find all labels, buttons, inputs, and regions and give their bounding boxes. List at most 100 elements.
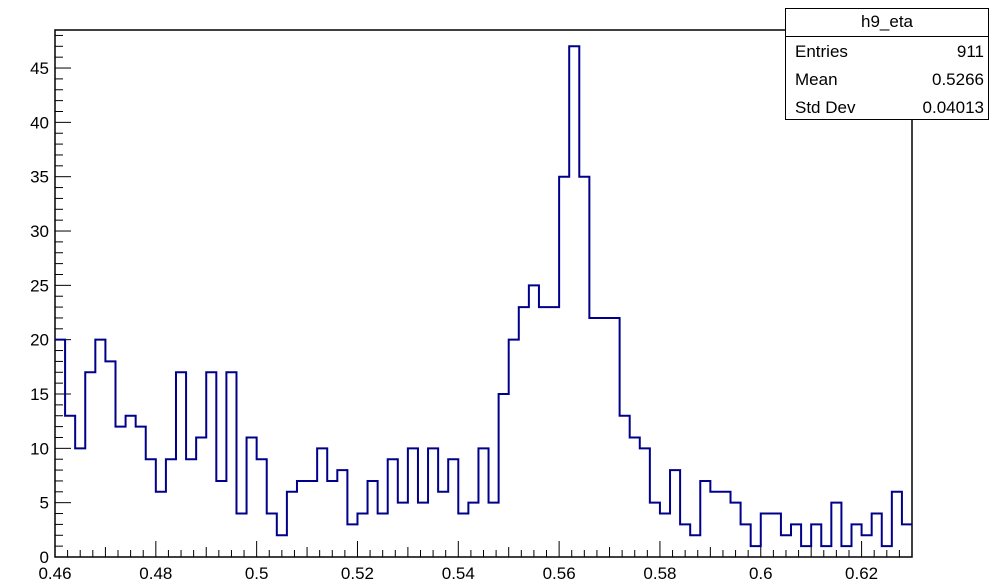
- x-tick-label: 0.48: [139, 564, 172, 582]
- histogram-bin: [690, 535, 700, 557]
- histogram-bin: [236, 514, 246, 557]
- y-tick-label: 45: [30, 59, 49, 78]
- histogram-bin: [478, 448, 488, 557]
- y-tick-label: 20: [30, 331, 49, 350]
- stats-box: h9_eta Entries 911 Mean 0.5266 Std Dev 0…: [785, 8, 989, 120]
- histogram-bin: [226, 372, 236, 557]
- x-tick-label: 0.56: [543, 564, 576, 582]
- y-tick-label: 10: [30, 439, 49, 458]
- histogram-bin: [95, 340, 105, 557]
- histogram-bin: [670, 470, 680, 557]
- histogram-bin: [710, 492, 720, 557]
- histogram-bin: [357, 514, 367, 557]
- histogram-bin: [720, 492, 730, 557]
- x-tick-label: 0.54: [442, 564, 475, 582]
- histogram-bin: [791, 524, 801, 557]
- histogram-bin: [297, 481, 307, 557]
- histogram-bin: [368, 481, 378, 557]
- x-tick-label: 0.5: [245, 564, 269, 582]
- y-tick-label: 15: [30, 385, 49, 404]
- y-tick-label: 35: [30, 168, 49, 187]
- histogram-bin: [126, 416, 136, 557]
- stats-row-entries: Entries 911: [786, 37, 988, 65]
- histogram-bin: [65, 416, 75, 557]
- histogram-bin: [468, 503, 478, 557]
- histogram-bin: [731, 503, 741, 557]
- histogram-bin: [55, 340, 65, 557]
- histogram-bin: [196, 437, 206, 557]
- histogram-bin: [539, 307, 549, 557]
- histogram-bin: [247, 437, 257, 557]
- histogram-bin: [599, 318, 609, 557]
- histogram-outline: [55, 45, 912, 548]
- axis-ticks: [54, 34, 913, 558]
- histogram-bin: [650, 503, 660, 557]
- histogram-bin: [892, 492, 902, 557]
- x-tick-label: 0.58: [643, 564, 676, 582]
- y-tick-label: 5: [40, 494, 49, 513]
- histogram-bin: [862, 535, 872, 557]
- x-tick-label: 0.62: [845, 564, 878, 582]
- histogram-bin: [630, 437, 640, 557]
- stats-row-mean: Mean 0.5266: [786, 65, 988, 93]
- histogram-bin: [388, 459, 398, 557]
- histogram-bin: [529, 285, 539, 557]
- histogram-bin: [841, 546, 851, 557]
- histogram-bin: [852, 524, 862, 557]
- stats-value-stddev: 0.04013: [922, 98, 984, 117]
- histogram-bin: [579, 177, 589, 557]
- histogram-bin: [610, 318, 620, 557]
- stats-value-mean: 0.5266: [932, 70, 984, 89]
- histogram-bin: [509, 340, 519, 557]
- histogram-bin: [257, 459, 267, 557]
- histogram-bin: [287, 492, 297, 557]
- stats-label-mean: Mean: [795, 70, 838, 89]
- x-tick-label: 0.6: [749, 564, 773, 582]
- histogram-bin: [489, 503, 499, 557]
- y-tick-label: 40: [30, 113, 49, 132]
- y-tick-label: 0: [40, 548, 49, 567]
- x-tick-label: 0.46: [38, 564, 71, 582]
- y-tick-label: 25: [30, 276, 49, 295]
- histogram-bin: [206, 372, 216, 557]
- histogram-bin: [136, 427, 146, 557]
- histogram-bin: [519, 307, 529, 557]
- histogram-bin: [156, 492, 166, 557]
- histogram-bin: [680, 524, 690, 557]
- histogram-bin: [418, 503, 428, 557]
- histogram-bin: [761, 514, 771, 557]
- histogram-bin: [448, 459, 458, 557]
- histogram-bin: [146, 459, 156, 557]
- histogram-bin: [166, 459, 176, 557]
- histogram-bin: [549, 307, 559, 557]
- histogram-bin: [186, 459, 196, 557]
- histogram-bin: [347, 524, 357, 557]
- histogram-bin: [781, 535, 791, 557]
- histogram-bin: [620, 416, 630, 557]
- histogram-bin: [569, 46, 579, 557]
- stats-value-entries: 911: [956, 42, 984, 61]
- histogram-bin: [458, 514, 468, 557]
- histogram-bin: [216, 481, 226, 557]
- histogram-bin: [277, 535, 287, 557]
- histogram-bin: [327, 481, 337, 557]
- histogram-bin: [771, 514, 781, 557]
- histogram-bin: [821, 546, 831, 557]
- stats-box-title: h9_eta: [786, 9, 988, 37]
- histogram-bin: [559, 177, 569, 557]
- histogram-bin: [75, 448, 85, 557]
- histogram-bin: [307, 481, 317, 557]
- histogram-bin: [85, 372, 95, 557]
- histogram-bin: [105, 361, 115, 557]
- histogram-bin: [700, 481, 710, 557]
- histogram-bin: [317, 448, 327, 557]
- histogram-bin: [398, 503, 408, 557]
- histogram-bin: [337, 470, 347, 557]
- tick-labels: 0.46 0.48 0.5 0.52 0.54 0.56 0.58 0.6 0.62 0 5 10 15…: [30, 59, 878, 582]
- histogram-bin: [882, 546, 892, 557]
- histogram-bin: [660, 514, 670, 557]
- histogram-bin: [902, 524, 912, 557]
- histogram-bin: [801, 546, 811, 557]
- y-tick-label: 30: [30, 222, 49, 241]
